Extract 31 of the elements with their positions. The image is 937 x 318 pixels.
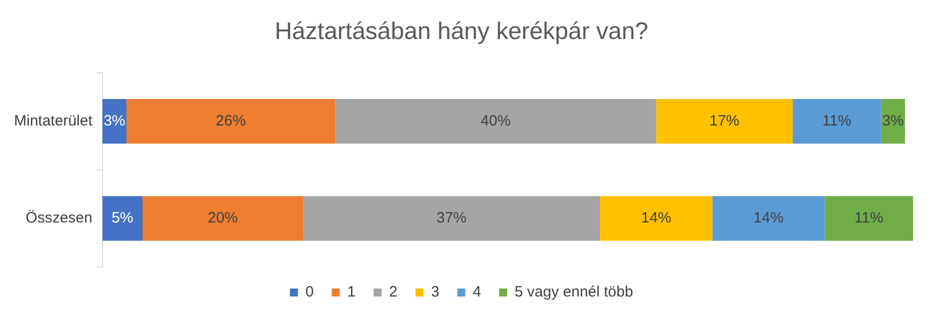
bar <box>335 99 656 144</box>
bar <box>656 99 793 144</box>
data-label: 3% <box>882 112 904 130</box>
data-label: 11% <box>854 210 884 227</box>
y-tick-label: Mintaterület <box>14 112 94 130</box>
legend-label: 2 <box>389 284 398 301</box>
bar <box>126 99 336 144</box>
bar <box>600 196 712 241</box>
data-label: 5% <box>112 210 134 227</box>
bar <box>102 196 142 241</box>
bar <box>792 99 881 144</box>
y-tick-label: Összesen <box>26 210 92 227</box>
bar <box>824 196 913 241</box>
legend-label: 0 <box>305 284 314 301</box>
data-label: 14% <box>641 210 672 227</box>
data-label: 26% <box>216 112 246 130</box>
legend-label: 3 <box>430 284 440 301</box>
data-label: 17% <box>709 112 740 130</box>
legend-label: 1 <box>347 284 356 301</box>
data-label: 14% <box>754 210 784 227</box>
data-label: 37% <box>436 210 467 227</box>
bar <box>303 196 600 241</box>
data-label: 40% <box>480 112 511 130</box>
bar <box>142 196 304 241</box>
legend-label: 4 <box>472 284 482 301</box>
legend-label: 5 vagy ennél több <box>514 284 634 301</box>
data-label: 3% <box>104 112 126 130</box>
data-label: 11% <box>822 112 852 130</box>
chart-title: Háztartásában hány kerékpár van? <box>274 18 648 46</box>
bar <box>712 196 825 241</box>
data-label: 20% <box>208 210 238 227</box>
